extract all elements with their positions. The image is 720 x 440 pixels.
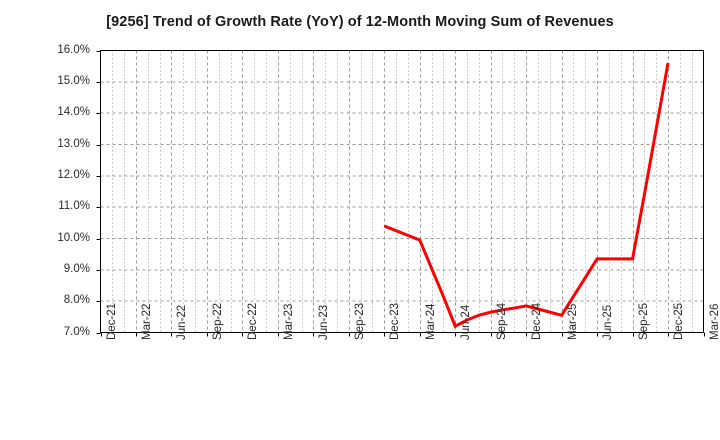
- gridlines: [100, 50, 704, 333]
- y-axis-tick-label: 16.0%: [57, 43, 90, 56]
- x-axis-tick-label: Dec-22: [247, 302, 260, 340]
- x-axis-tick-label: Sep-24: [495, 302, 508, 340]
- x-axis-tick-label: Dec-25: [673, 302, 686, 340]
- y-axis-tick-label: 14.0%: [57, 106, 90, 119]
- x-axis-tick-label: Jun-22: [176, 304, 189, 340]
- y-axis-tick-label: 8.0%: [63, 294, 90, 307]
- x-axis-tick-label: Mar-24: [424, 303, 437, 340]
- y-axis-tick-label: 10.0%: [57, 231, 90, 244]
- x-axis-tick-label: Jun-23: [318, 304, 331, 340]
- series-line: [383, 62, 670, 329]
- plot-frame: [99, 49, 705, 334]
- chart-title: [9256] Trend of Growth Rate (YoY) of 12-…: [106, 14, 614, 30]
- y-axis-tick-label: 7.0%: [63, 325, 90, 338]
- y-axis-tick-label: 9.0%: [63, 262, 90, 275]
- x-axis-tick-label: Mar-26: [708, 303, 720, 340]
- x-axis-tick-label: Dec-23: [389, 302, 402, 340]
- x-axis-tick-label: Jun-24: [460, 304, 473, 340]
- x-axis-tick-label: Mar-23: [282, 303, 295, 340]
- x-axis-tick-label: Mar-22: [140, 303, 153, 340]
- x-axis-tick-label: Sep-22: [211, 302, 224, 340]
- x-axis-tick-label: Mar-25: [566, 303, 579, 340]
- x-axis-tick-label: Sep-23: [353, 302, 366, 340]
- x-axis-tick-label: Dec-21: [105, 302, 118, 340]
- y-axis-tick-label: 13.0%: [57, 137, 90, 150]
- data-series: [383, 62, 670, 329]
- x-axis-tick-label: Sep-25: [637, 302, 650, 340]
- x-axis-tick-label: Jun-25: [602, 304, 615, 340]
- y-axis-tick-label: 12.0%: [57, 168, 90, 181]
- axis-ticks: [96, 51, 705, 337]
- y-axis-tick-label: 15.0%: [57, 74, 90, 87]
- y-axis-tick-label: 11.0%: [58, 200, 90, 213]
- x-axis-tick-label: Dec-24: [531, 302, 544, 340]
